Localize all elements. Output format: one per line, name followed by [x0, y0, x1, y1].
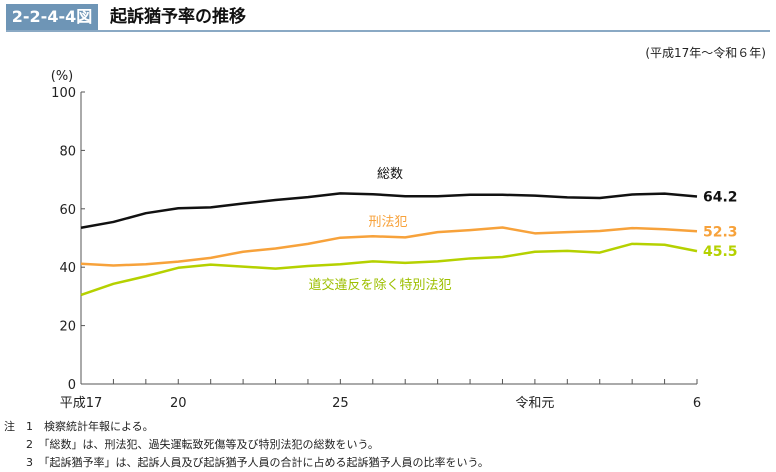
note-2: 2 「総数」は、刑法犯、過失運転致死傷等及び特別法犯の総数をいう。: [4, 438, 379, 451]
end-value-label: 64.2: [703, 190, 738, 206]
x-tick-label: 令和元: [515, 396, 554, 411]
series-label: 道交違反を除く特別法犯: [308, 277, 451, 293]
y-tick-label: 80: [59, 144, 76, 159]
note-1: 注 1 検察統計年報による。: [4, 420, 154, 433]
y-axis-label: (%): [51, 69, 74, 84]
series-line-2: [80, 242, 698, 297]
x-tick-label: 6: [693, 396, 701, 411]
x-tick-label: 25: [332, 396, 349, 411]
y-tick-label: 0: [68, 378, 76, 393]
period-label: (平成17年～令和６年): [645, 46, 766, 60]
figure-number: 2-2-4-4図: [6, 4, 98, 30]
y-tick-label: 20: [59, 320, 76, 335]
note-3: 3 「起訴猶予率」は、起訴人員及び起訴猶予人員の合計に占める起訴猶予人員の比率を…: [4, 456, 489, 469]
figure-title: 起訴猶予率の推移: [110, 7, 246, 27]
y-tick-label: 60: [59, 203, 76, 218]
figure-header: 2-2-4-4図 起訴猶予率の推移: [6, 4, 770, 32]
series-line-0: [80, 192, 698, 230]
series-line-1: [80, 226, 698, 267]
x-tick-label: 20: [170, 396, 187, 411]
y-tick-label: 40: [59, 261, 76, 276]
end-value-label: 52.3: [703, 224, 738, 240]
series-label: 刑法犯: [368, 215, 407, 230]
end-value-label: 45.5: [703, 244, 738, 260]
y-tick-label: 100: [51, 86, 76, 101]
x-tick-label: 平成17: [60, 396, 103, 411]
series-label: 総数: [377, 167, 403, 182]
